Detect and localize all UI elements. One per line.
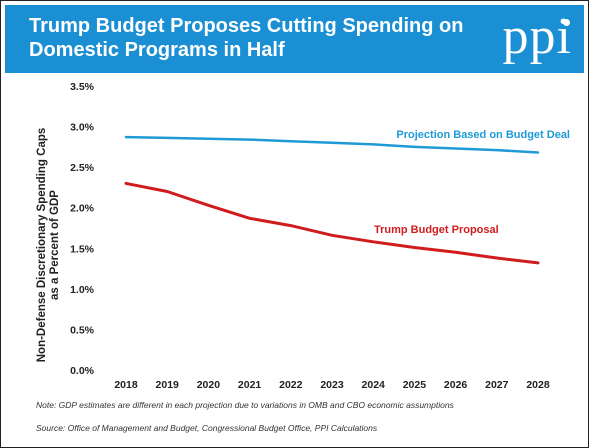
x-tick-label: 2022 xyxy=(279,379,303,391)
logo-dot xyxy=(563,19,570,26)
y-tick-label: 3.5% xyxy=(70,81,95,93)
y-tick-label: 0.0% xyxy=(70,365,95,377)
x-tick-label: 2018 xyxy=(114,379,138,391)
x-tick-label: 2019 xyxy=(156,379,180,391)
title-line-2: Domestic Programs in Half xyxy=(29,39,285,61)
series-line-budget-deal xyxy=(124,135,540,154)
title-line-1: Trump Budget Proposes Cutting Spending o… xyxy=(29,15,464,37)
y-tick-label: 0.5% xyxy=(70,324,95,336)
series-label-budget-deal: Projection Based on Budget Deal xyxy=(396,129,570,141)
x-tick-label: 2025 xyxy=(403,379,427,391)
x-tick-label: 2026 xyxy=(444,379,468,391)
x-tick-label: 2020 xyxy=(197,379,221,391)
x-tick-label: 2021 xyxy=(238,379,262,391)
y-axis-label: Non-Defense Discretionary Spending Caps … xyxy=(36,127,61,363)
title-banner: Trump Budget Proposes Cutting Spending o… xyxy=(5,5,584,73)
x-tick-label: 2027 xyxy=(485,379,509,391)
x-tick-label: 2023 xyxy=(320,379,344,391)
y-axis-ticks: 0.0% 0.5% 1.0% 1.5% 2.0% 2.5% 3.0% 3.5% xyxy=(70,81,95,377)
y-tick-label: 3.0% xyxy=(70,122,95,134)
x-axis-ticks: 2018 2019 2020 2021 2022 2023 2024 2025 2026 2027… xyxy=(114,379,550,391)
y-tick-label: 1.5% xyxy=(70,243,95,255)
footnote: Note: GDP estimates are different in eac… xyxy=(36,400,454,410)
y-tick-label: 2.0% xyxy=(70,203,95,215)
source-note: Source: Office of Management and Budget,… xyxy=(36,423,378,433)
y-tick-label: 2.5% xyxy=(70,162,95,174)
x-tick-label: 2024 xyxy=(362,379,386,391)
x-tick-label: 2028 xyxy=(526,379,550,391)
series-labels: Projection Based on Budget Deal Trump Bud… xyxy=(374,129,570,236)
y-tick-label: 1.0% xyxy=(70,284,95,296)
ppi-logo: ppi xyxy=(502,8,572,65)
series-lines xyxy=(124,135,540,265)
series-line-trump-proposal xyxy=(124,181,540,265)
chart-title: Trump Budget Proposes Cutting Spending o… xyxy=(29,14,469,62)
series-label-trump-proposal: Trump Budget Proposal xyxy=(374,224,499,236)
